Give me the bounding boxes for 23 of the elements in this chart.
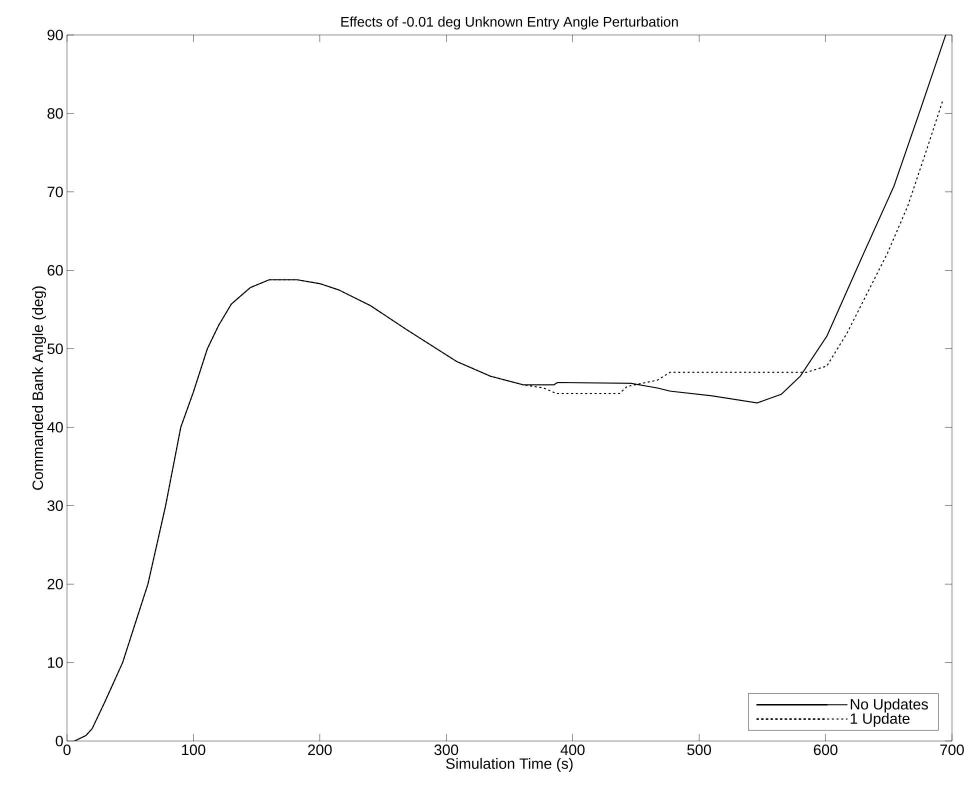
y-axis-title: Commanded Bank Angle (deg)	[32, 286, 46, 490]
x-tick-label: 200	[308, 744, 332, 756]
x-tick-label: 600	[814, 744, 838, 756]
chart-title: Effects of -0.01 deg Unknown Entry Angle Perturbation	[341, 16, 678, 30]
y-tick-label: 70	[48, 186, 63, 198]
x-tick-label: 500	[687, 744, 712, 756]
y-tick-label: 20	[48, 578, 63, 590]
y-tick-label: 10	[48, 657, 63, 668]
legend-label: No Updates	[850, 698, 928, 713]
y-tick-label: 0	[56, 736, 63, 746]
x-tick-label: 400	[560, 744, 585, 756]
x-tick-label: 100	[182, 744, 206, 756]
y-tick-label: 30	[47, 500, 63, 511]
y-tick-label: 80	[48, 108, 63, 119]
legend-label: 1 Update	[850, 712, 910, 727]
y-tick-label: 40	[47, 422, 63, 433]
y-tick-label: 60	[48, 265, 63, 276]
y-tick-label: 90	[48, 30, 63, 40]
x-tick-label: 300	[434, 744, 458, 756]
x-axis-title: Simulation Time (s)	[446, 758, 573, 772]
x-tick-label: 0	[63, 744, 71, 756]
y-tick-label: 50	[47, 343, 63, 354]
x-tick-label: 700	[940, 744, 964, 756]
